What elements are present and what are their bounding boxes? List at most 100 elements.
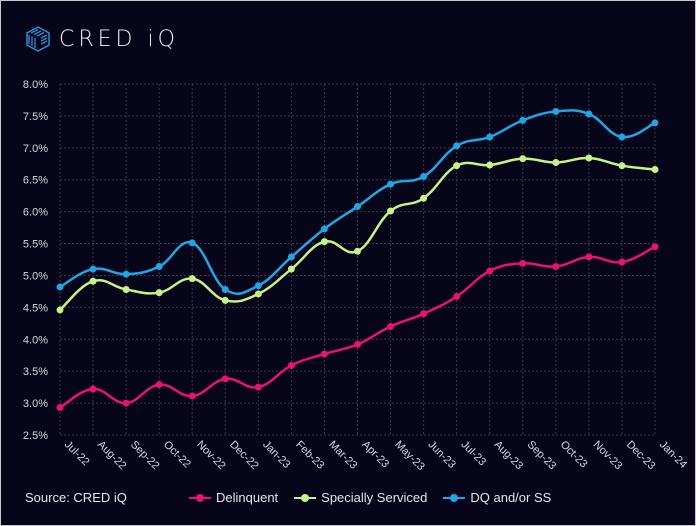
data-point — [585, 110, 593, 118]
y-tick-label: 4.0% — [23, 334, 48, 346]
data-point — [89, 385, 97, 393]
data-point — [585, 154, 593, 162]
data-point — [188, 239, 196, 247]
data-point — [56, 306, 64, 314]
y-tick-label: 6.0% — [23, 207, 48, 219]
data-point — [320, 238, 328, 246]
legend: Delinquent Specially Serviced DQ and/or … — [189, 490, 551, 505]
x-tick-label: Mar-23 — [326, 439, 359, 472]
data-point — [486, 161, 494, 169]
data-point — [122, 399, 130, 407]
y-tick-label: 6.5% — [23, 175, 48, 187]
data-point — [287, 361, 295, 369]
data-point — [519, 116, 527, 124]
legend-item-dq-and-or-ss[interactable]: DQ and/or SS — [443, 490, 551, 505]
data-point — [221, 375, 229, 383]
data-point — [420, 194, 428, 202]
data-point — [552, 158, 560, 166]
data-point — [354, 340, 361, 348]
data-point — [287, 265, 295, 273]
data-point — [155, 289, 163, 297]
x-tick-label: Apr-23 — [359, 439, 391, 471]
data-point — [585, 253, 593, 261]
y-tick-label: 8.0% — [23, 79, 48, 91]
data-point — [254, 290, 262, 298]
legend-label: DQ and/or SS — [470, 490, 552, 505]
legend-label: Specially Serviced — [321, 490, 428, 505]
data-point — [254, 383, 262, 391]
data-point — [453, 162, 461, 170]
data-point — [320, 225, 328, 233]
x-tick-label: Oct-23 — [558, 439, 590, 471]
legend-swatch — [294, 493, 317, 502]
data-point — [618, 162, 626, 170]
data-point — [56, 404, 64, 412]
data-point — [155, 381, 163, 389]
data-point — [552, 263, 560, 271]
data-point — [651, 119, 659, 127]
data-point — [519, 155, 527, 163]
x-tick-label: Sep-22 — [128, 439, 162, 473]
data-point — [221, 285, 229, 293]
data-point — [354, 247, 361, 255]
legend-label: Delinquent — [216, 490, 279, 505]
data-point — [122, 285, 130, 293]
x-tick-label: Jul-22 — [62, 439, 92, 469]
y-tick-label: 7.5% — [23, 111, 48, 123]
brand-logo: CRED iQ — [25, 26, 179, 52]
legend-swatch — [443, 493, 466, 502]
cube-logo-icon — [26, 26, 50, 52]
data-point — [519, 259, 527, 267]
data-point — [188, 392, 196, 400]
brand-name: CRED iQ — [59, 26, 179, 52]
data-point — [188, 275, 196, 283]
x-tick-label: Jun-23 — [425, 439, 457, 471]
data-point — [618, 258, 626, 266]
data-point — [155, 263, 163, 271]
y-tick-label: 7.0% — [23, 143, 48, 155]
x-tick-label: Aug-22 — [95, 439, 129, 473]
x-tick-label: Sep-23 — [525, 439, 559, 473]
x-tick-label: Dec-22 — [227, 439, 261, 473]
y-tick-label: 3.5% — [23, 366, 48, 378]
x-tick-label: Dec-23 — [624, 439, 658, 473]
y-tick-label: 4.5% — [23, 302, 48, 314]
data-point — [651, 243, 659, 251]
y-tick-label: 2.5% — [23, 430, 48, 442]
data-point — [354, 203, 361, 211]
data-point — [122, 270, 130, 278]
legend-item-specially-serviced[interactable]: Specially Serviced — [294, 490, 427, 505]
x-tick-label: May-23 — [392, 439, 426, 473]
x-tick-label: Nov-22 — [194, 439, 228, 473]
x-tick-label: Jan-23 — [260, 439, 292, 471]
data-point — [486, 133, 494, 141]
y-tick-label: 5.5% — [23, 239, 48, 251]
x-tick-label: Oct-22 — [161, 439, 193, 471]
x-tick-label: Aug-23 — [492, 439, 526, 473]
data-point — [420, 310, 428, 318]
legend-swatch — [189, 493, 211, 502]
x-tick-label: Nov-23 — [591, 439, 625, 473]
x-tick-label: Feb-23 — [293, 439, 326, 472]
data-point — [387, 180, 395, 188]
data-point — [89, 277, 97, 285]
data-point — [420, 173, 428, 181]
data-point — [221, 296, 229, 304]
data-point — [56, 283, 64, 291]
x-tick-label: Jan-24 — [657, 439, 689, 471]
x-tick-label: Jul-23 — [459, 439, 489, 469]
data-point — [453, 293, 461, 301]
data-point — [287, 253, 295, 261]
data-point — [552, 107, 560, 115]
data-point — [486, 267, 494, 275]
data-point — [453, 142, 461, 150]
y-tick-label: 5.0% — [23, 270, 48, 282]
y-tick-label: 3.0% — [23, 398, 48, 410]
data-point — [651, 166, 659, 174]
data-point — [254, 282, 262, 290]
legend-item-delinquent[interactable]: Delinquent — [189, 490, 278, 505]
data-point — [618, 133, 626, 141]
data-point — [320, 350, 328, 358]
data-point — [387, 323, 395, 331]
